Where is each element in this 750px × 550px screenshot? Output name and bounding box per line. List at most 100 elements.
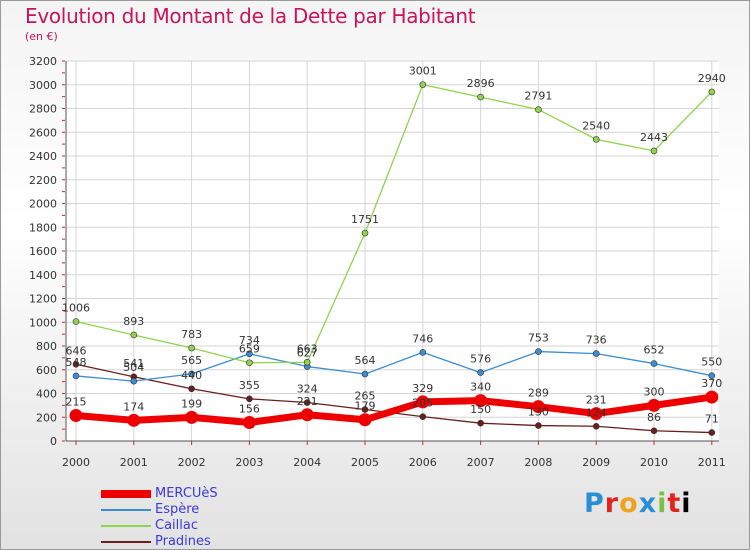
proxiti-logo: Proxiti <box>584 488 692 519</box>
data-label-caillac: 783 <box>181 328 202 341</box>
data-point-mercu-s <box>185 410 199 424</box>
data-point-mercu-s <box>416 395 430 409</box>
data-point-pradines <box>188 385 195 393</box>
y-tick-label: 400 <box>36 388 57 401</box>
legend-swatch <box>101 490 151 498</box>
data-label-mercu-s: 370 <box>701 377 722 390</box>
x-tick-label: 2004 <box>293 456 321 469</box>
data-point-esp-re <box>246 350 253 358</box>
chart-subtitle: (en €) <box>25 30 58 43</box>
x-tick-label: 2001 <box>120 456 148 469</box>
data-label-esp-re: 753 <box>528 332 549 345</box>
data-label-mercu-s: 300 <box>644 385 665 398</box>
legend-swatch <box>101 541 151 543</box>
data-label-esp-re: 504 <box>123 361 144 374</box>
x-tick-label: 2002 <box>178 456 206 469</box>
data-point-mercu-s <box>474 394 488 408</box>
x-tick-label: 2008 <box>524 456 552 469</box>
data-label-mercu-s: 179 <box>355 400 376 413</box>
data-point-mercu-s <box>589 407 603 421</box>
legend-swatch <box>101 509 151 511</box>
legend-label: Caillac <box>155 518 198 533</box>
data-label-mercu-s: 340 <box>470 381 491 394</box>
series-line-esp-re <box>75 350 713 382</box>
data-point-mercu-s <box>647 398 661 412</box>
data-label-mercu-s: 199 <box>181 397 202 410</box>
y-tick-label: 0 <box>50 435 57 448</box>
data-label-esp-re: 746 <box>412 332 433 345</box>
y-tick-label: 1600 <box>29 245 57 258</box>
y-tick-label: 2000 <box>29 198 57 211</box>
y-tick-label: 3200 <box>29 55 57 68</box>
data-label-mercu-s: 231 <box>586 394 607 407</box>
data-label-pradines: 355 <box>239 379 260 392</box>
data-label-pradines: 440 <box>181 369 202 382</box>
legend-item-pradines: Pradines <box>101 534 261 549</box>
data-point-caillac <box>130 331 138 339</box>
data-point-esp-re <box>361 370 369 378</box>
x-tick-label: 2010 <box>640 456 668 469</box>
chart-title: Evolution du Montant de la Dette par Hab… <box>25 4 476 28</box>
data-point-mercu-s <box>69 408 83 422</box>
series-line-mercu-s <box>72 393 716 426</box>
data-label-caillac: 659 <box>239 343 260 356</box>
data-point-pradines <box>303 399 311 406</box>
x-tick-label: 2000 <box>62 456 90 469</box>
data-point-caillac <box>650 147 658 155</box>
data-label-pradines: 124 <box>586 406 607 419</box>
data-label-mercu-s: 156 <box>239 402 260 415</box>
data-label-pradines: 324 <box>297 383 318 396</box>
data-label-mercu-s: 289 <box>528 387 549 400</box>
x-tick-label: 2009 <box>582 456 610 469</box>
x-tick-label: 2007 <box>467 456 495 469</box>
data-label-pradines: 205 <box>412 397 433 410</box>
data-point-caillac <box>72 318 80 325</box>
data-point-pradines <box>535 422 542 429</box>
data-label-caillac: 2791 <box>524 90 552 103</box>
legend-item-esp-re: Espère <box>101 502 261 518</box>
data-label-mercu-s: 215 <box>66 395 87 408</box>
legend-label: MERCUèS <box>155 486 218 501</box>
y-tick-label: 800 <box>36 340 57 353</box>
data-point-pradines <box>708 429 716 436</box>
data-label-mercu-s: 329 <box>412 382 433 395</box>
data-point-caillac <box>361 229 369 237</box>
data-label-pradines: 541 <box>123 357 144 370</box>
y-tick-label: 2600 <box>29 126 57 139</box>
y-tick-label: 3000 <box>29 79 57 92</box>
data-label-esp-re: 565 <box>181 354 202 367</box>
data-point-esp-re <box>419 349 427 356</box>
data-point-esp-re <box>592 350 600 357</box>
x-tick-label: 2003 <box>235 456 263 469</box>
data-point-pradines <box>592 422 600 430</box>
legend: MERCUèS Espère Caillac Pradines <box>101 486 261 549</box>
data-label-esp-re: 627 <box>297 347 318 360</box>
y-tick-label: 1200 <box>29 293 57 306</box>
series <box>69 81 719 436</box>
data-point-pradines <box>419 413 427 420</box>
data-label-pradines: 265 <box>355 390 376 403</box>
data-label-caillac: 1751 <box>351 213 379 226</box>
y-tick-label: 2800 <box>29 103 57 116</box>
data-point-mercu-s <box>705 390 719 404</box>
data-point-caillac <box>477 93 484 101</box>
series-line-caillac <box>75 83 713 364</box>
axes: 0 200 400 600 800 1000 1200 1400 1600 1800 2000 220… <box>29 55 726 469</box>
data-label-caillac: 3001 <box>409 65 437 78</box>
data-point-pradines <box>361 406 369 413</box>
data-label-caillac: 2896 <box>467 77 495 90</box>
data-point-mercu-s <box>300 408 314 422</box>
data-point-mercu-s <box>242 415 256 429</box>
x-tick-label: 2005 <box>351 456 379 469</box>
data-point-esp-re <box>477 369 484 376</box>
grid <box>66 60 719 442</box>
data-label-esp-re: 576 <box>470 353 491 366</box>
legend-label: Pradines <box>155 534 211 549</box>
y-tick-label: 1800 <box>29 221 57 234</box>
data-point-esp-re <box>708 372 716 379</box>
data-point-mercu-s <box>531 400 545 414</box>
data-point-pradines <box>72 360 80 368</box>
data-label-esp-re: 736 <box>586 334 607 347</box>
data-point-caillac <box>592 136 600 143</box>
data-label-mercu-s: 221 <box>297 395 318 408</box>
